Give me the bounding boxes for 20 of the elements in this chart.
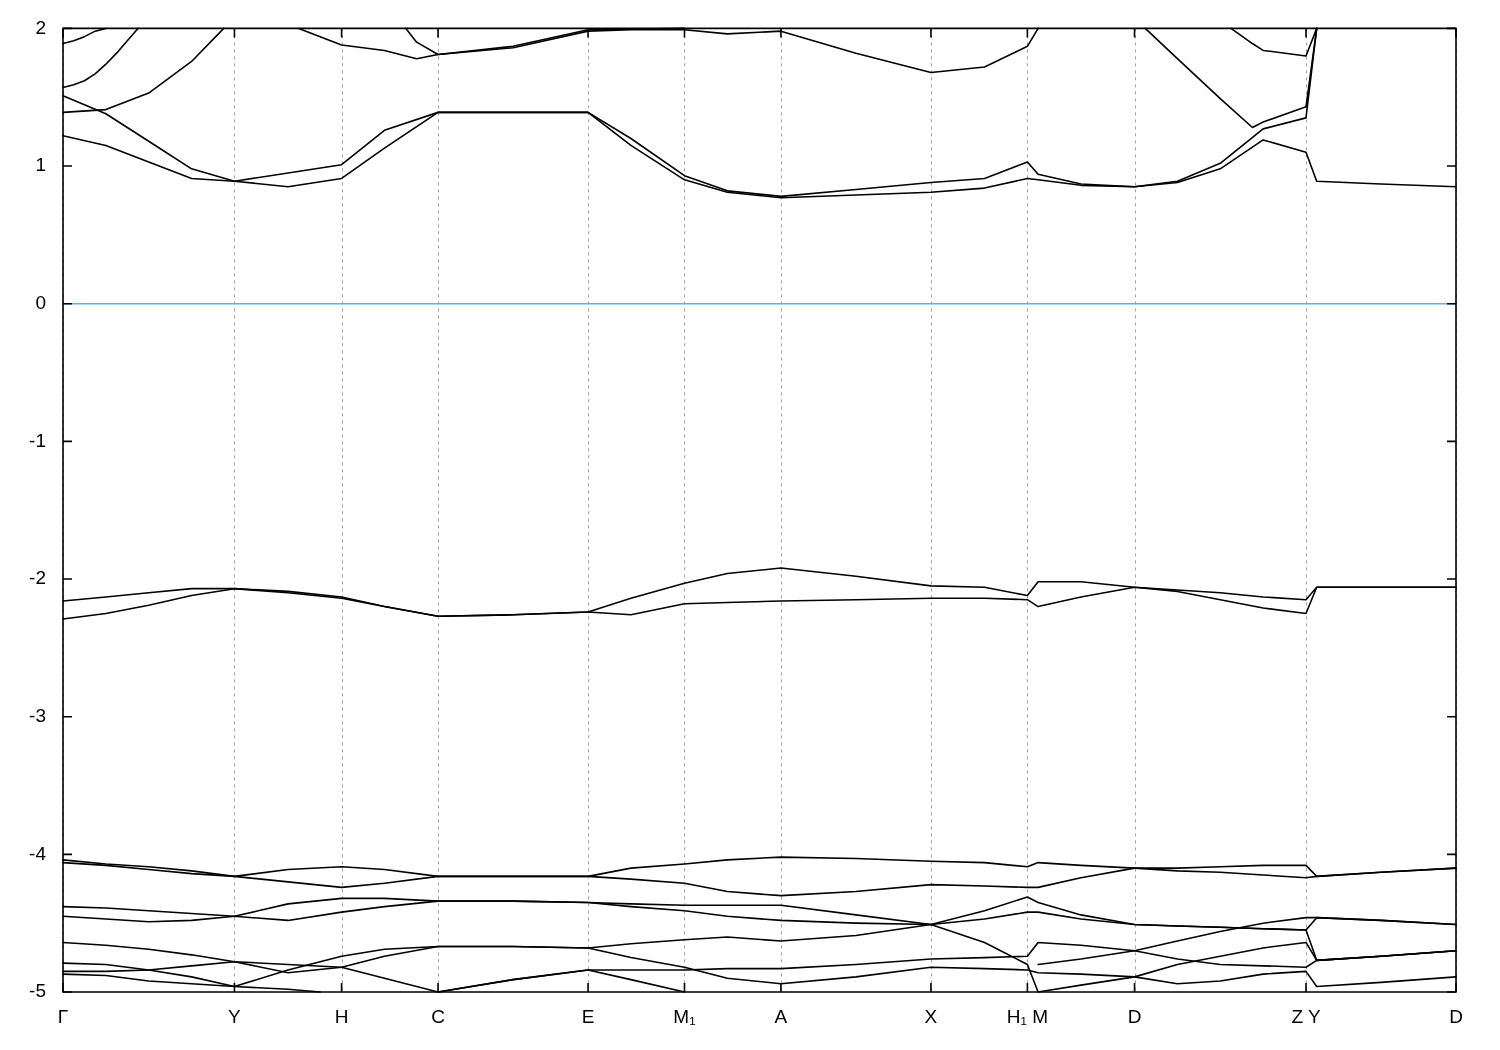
- y-tick-label: -4: [29, 842, 47, 864]
- x-tick-label: E: [581, 1005, 595, 1027]
- y-tick-label: 0: [35, 291, 46, 313]
- x-tick-label: D: [1127, 1005, 1142, 1027]
- x-tick-label: H₁ M: [1006, 1005, 1049, 1027]
- y-tick-label: 2: [35, 16, 46, 38]
- y-tick-label: -5: [29, 980, 46, 1002]
- x-tick-label: X: [924, 1005, 938, 1027]
- x-tick-label: Γ: [57, 1005, 69, 1027]
- x-tick-label: Y: [228, 1005, 242, 1027]
- y-tick-label: -3: [29, 704, 46, 726]
- y-tick-label: 1: [35, 154, 46, 176]
- x-tick-label: C: [431, 1005, 445, 1027]
- x-tick-label: A: [774, 1005, 788, 1027]
- x-tick-label: D: [1449, 1005, 1463, 1027]
- y-tick-label: -2: [29, 567, 46, 589]
- x-tick-label: Z Y: [1291, 1005, 1321, 1027]
- x-tick-label: M₁: [673, 1005, 696, 1027]
- y-tick-label: -1: [29, 429, 46, 451]
- x-tick-label: H: [334, 1005, 349, 1027]
